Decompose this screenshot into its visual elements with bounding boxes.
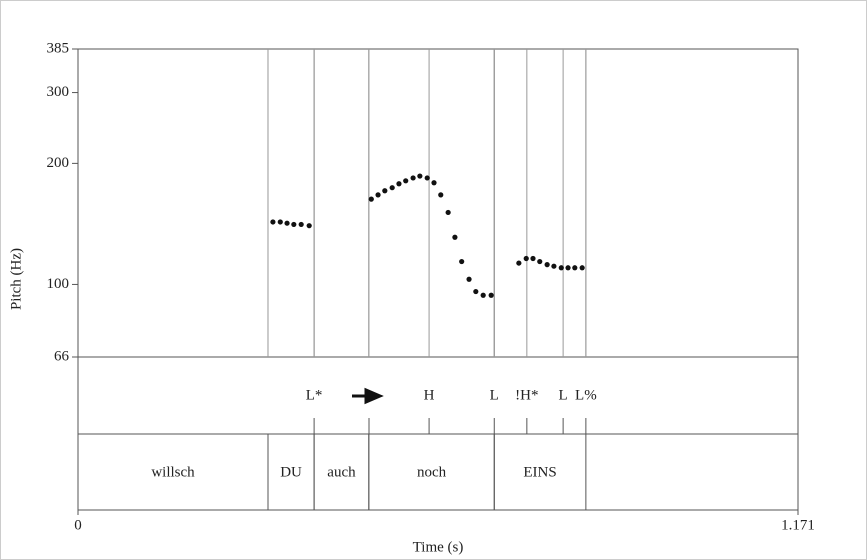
word-label: auch bbox=[327, 464, 356, 480]
pitch-point bbox=[572, 265, 578, 271]
pitch-point bbox=[410, 175, 416, 181]
x-tick-label: 1.171 bbox=[781, 517, 815, 533]
pitch-point bbox=[424, 175, 430, 181]
pitch-point bbox=[579, 265, 585, 271]
y-tick-label: 100 bbox=[47, 276, 70, 292]
pitch-point bbox=[375, 192, 381, 198]
pitch-point bbox=[438, 192, 444, 198]
y-tick-label: 200 bbox=[47, 155, 70, 171]
pitch-point bbox=[565, 265, 571, 271]
x-tick-label: 0 bbox=[74, 517, 82, 533]
pitch-point bbox=[473, 288, 479, 295]
pitch-point bbox=[488, 292, 494, 298]
downstep-arrow bbox=[352, 387, 384, 405]
x-axis-label: Time (s) bbox=[413, 539, 464, 555]
pitch-point bbox=[523, 255, 529, 262]
pitch-point bbox=[396, 181, 402, 187]
y-axis-label: Pitch (Hz) bbox=[8, 248, 24, 310]
tone-label: L bbox=[490, 387, 499, 403]
word-label: noch bbox=[417, 464, 447, 480]
pitch-point bbox=[270, 219, 276, 225]
tone-label: L* bbox=[306, 387, 323, 403]
pitch-point bbox=[445, 209, 451, 216]
pitch-point bbox=[431, 180, 437, 186]
pitch-point bbox=[368, 196, 374, 202]
tone-label: H bbox=[424, 387, 435, 403]
tone-label: L% bbox=[575, 387, 597, 403]
pitch-point bbox=[452, 234, 458, 240]
pitch-point bbox=[530, 255, 536, 262]
pitch-point bbox=[417, 173, 423, 179]
pitch-point bbox=[403, 178, 409, 184]
y-tick-label: 66 bbox=[54, 348, 70, 364]
tone-label: !H* bbox=[515, 387, 538, 403]
pitch-point bbox=[277, 219, 283, 225]
word-label: EINS bbox=[523, 464, 556, 480]
word-label: DU bbox=[280, 464, 302, 480]
word-label: willsch bbox=[151, 464, 195, 480]
pitch-point bbox=[537, 258, 543, 265]
pitch-point bbox=[459, 258, 465, 265]
pitch-point bbox=[291, 221, 297, 228]
pitch-point bbox=[284, 220, 290, 226]
pitch-point bbox=[480, 292, 486, 298]
y-tick-label: 385 bbox=[47, 40, 70, 56]
pitch-point bbox=[544, 262, 550, 268]
plot-frame bbox=[77, 48, 799, 511]
pitch-point bbox=[382, 188, 388, 194]
pitch-point bbox=[389, 185, 395, 191]
pitch-point bbox=[551, 263, 557, 269]
pitch-point bbox=[306, 223, 312, 229]
y-tick-label: 300 bbox=[47, 84, 70, 100]
pitch-point bbox=[516, 260, 522, 266]
tone-label: L bbox=[559, 387, 568, 403]
pitch-point bbox=[558, 265, 564, 271]
pitch-point bbox=[466, 276, 472, 282]
pitch-point bbox=[298, 221, 304, 228]
